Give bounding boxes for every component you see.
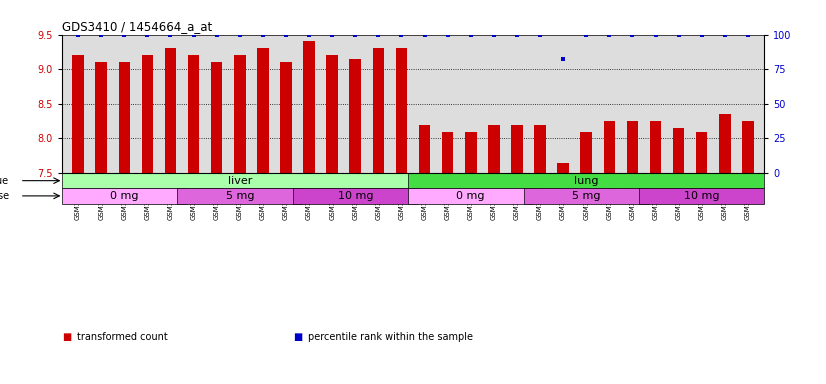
Bar (62, 188, 187, 204)
Bar (465, 131, 477, 173)
Bar (396, 48, 407, 173)
Bar (558, 163, 569, 173)
Text: percentile rank within the sample: percentile rank within the sample (308, 332, 473, 342)
Bar (719, 114, 730, 173)
Bar (178, 188, 302, 204)
Bar (742, 121, 753, 173)
Bar (639, 188, 764, 204)
Bar (234, 55, 245, 173)
Bar (141, 55, 153, 173)
Bar (511, 124, 523, 173)
Bar (373, 48, 384, 173)
Text: GDS3410 / 1454664_a_at: GDS3410 / 1454664_a_at (62, 20, 212, 33)
Text: 0 mg: 0 mg (110, 191, 139, 201)
Bar (303, 41, 315, 173)
Bar (349, 59, 361, 173)
Text: transformed count: transformed count (77, 332, 168, 342)
Bar (581, 131, 592, 173)
Bar (534, 124, 546, 173)
Bar (164, 48, 176, 173)
Text: lung: lung (574, 175, 599, 186)
Text: 5 mg: 5 mg (572, 191, 601, 201)
Bar (257, 48, 268, 173)
Bar (211, 62, 222, 173)
Bar (293, 188, 418, 204)
Text: 10 mg: 10 mg (338, 191, 373, 201)
Text: 0 mg: 0 mg (457, 191, 485, 201)
Bar (442, 131, 453, 173)
Bar (119, 62, 130, 173)
Text: ■: ■ (62, 332, 71, 342)
Text: 5 mg: 5 mg (225, 191, 254, 201)
Bar (408, 173, 764, 188)
Bar (627, 121, 638, 173)
Text: 10 mg: 10 mg (684, 191, 719, 201)
Bar (188, 55, 199, 173)
Bar (73, 55, 84, 173)
Text: tissue: tissue (0, 175, 9, 186)
Bar (408, 188, 533, 204)
Bar (326, 55, 338, 173)
Bar (419, 124, 430, 173)
Text: dose: dose (0, 191, 9, 201)
Bar (488, 124, 500, 173)
Bar (604, 121, 615, 173)
Bar (96, 62, 107, 173)
Bar (62, 173, 418, 188)
Bar (696, 131, 707, 173)
Text: ■: ■ (293, 332, 302, 342)
Bar (650, 121, 662, 173)
Text: liver: liver (228, 175, 252, 186)
Bar (673, 128, 685, 173)
Bar (524, 188, 648, 204)
Bar (280, 62, 292, 173)
